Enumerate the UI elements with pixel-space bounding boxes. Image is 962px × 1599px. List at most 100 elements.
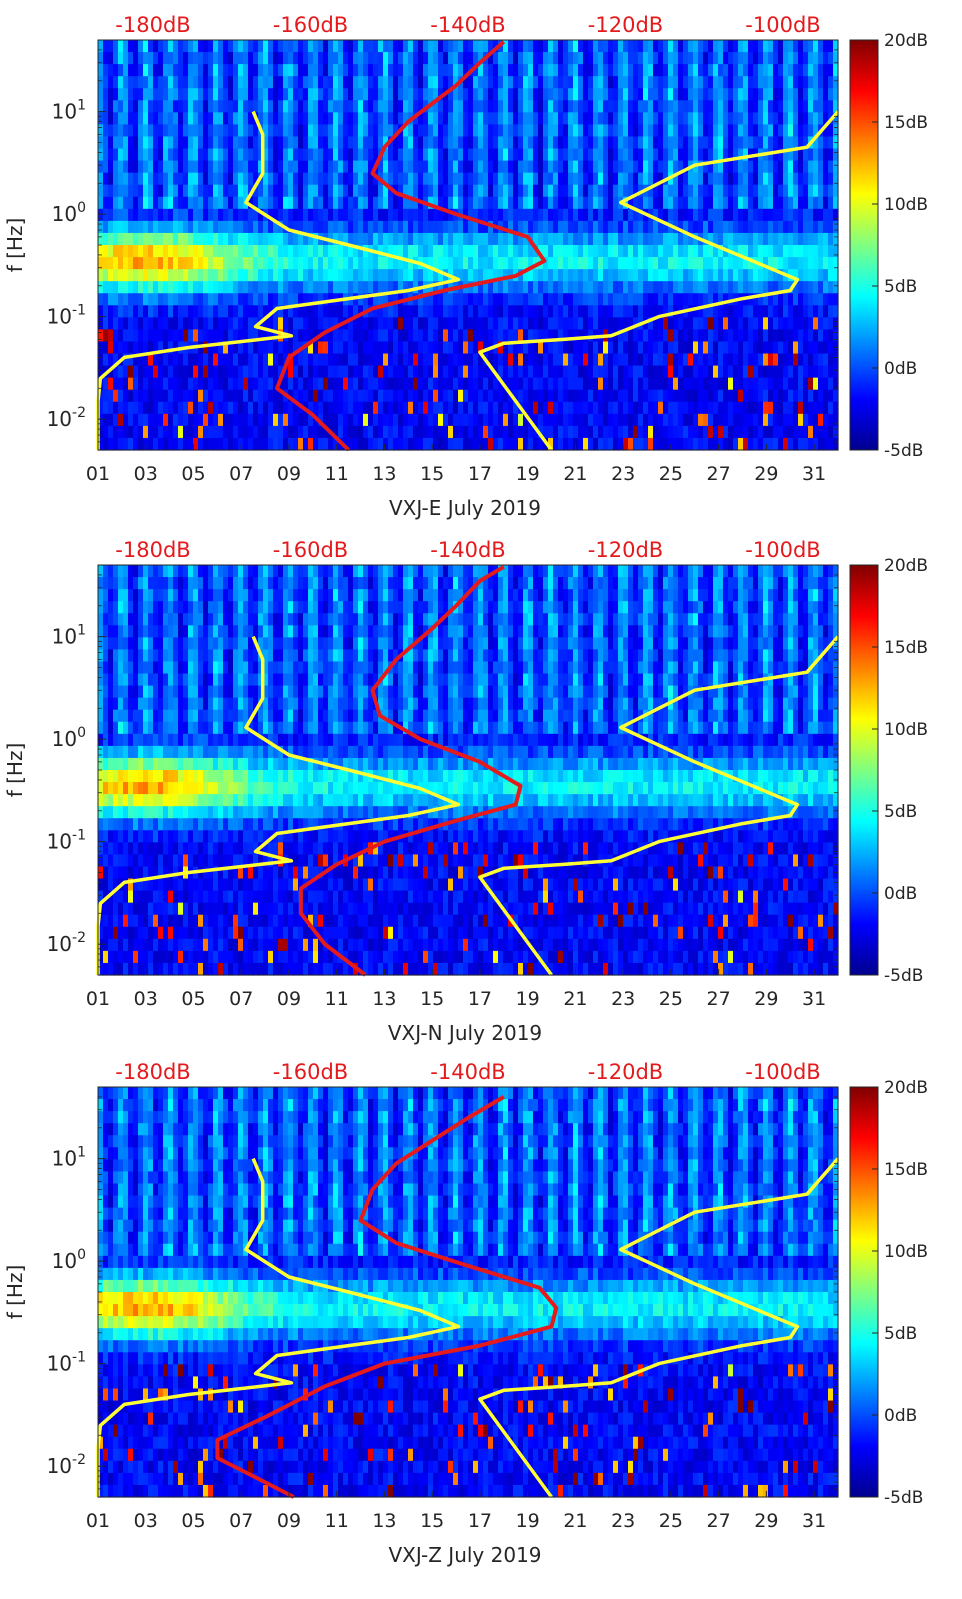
heatmap-cell <box>323 112 329 126</box>
heatmap-cell <box>288 353 294 367</box>
heatmap-cell <box>698 148 704 162</box>
heatmap-cell <box>383 100 389 113</box>
heatmap-cell <box>503 220 509 234</box>
heatmap-cell <box>253 184 259 198</box>
heatmap-cell <box>513 196 519 210</box>
heatmap-cell <box>358 401 364 415</box>
heatmap-cell <box>758 365 764 379</box>
heatmap-cell <box>698 269 704 282</box>
heatmap-cell <box>363 401 369 415</box>
heatmap-cell <box>358 160 364 174</box>
heatmap-cell <box>463 100 469 113</box>
heatmap-cell <box>803 257 809 270</box>
heatmap-cell <box>723 257 729 270</box>
heatmap-cell <box>628 317 634 331</box>
heatmap-cell <box>728 52 734 65</box>
heatmap-cell <box>658 425 664 439</box>
heatmap-cell <box>153 124 159 138</box>
heatmap-cell <box>423 389 429 403</box>
heatmap-cell <box>423 341 429 355</box>
heatmap-cell <box>503 52 509 65</box>
heatmap-cell <box>648 100 654 113</box>
heatmap-cell <box>578 377 584 391</box>
heatmap-cell <box>578 184 584 198</box>
heatmap-cell <box>798 88 804 101</box>
heatmap-cell <box>223 293 229 306</box>
heatmap-cell <box>678 281 684 294</box>
heatmap-cell <box>783 329 789 343</box>
heatmap-cell <box>763 76 769 89</box>
heatmap-cell <box>223 160 229 174</box>
heatmap-cell <box>233 232 239 246</box>
heatmap-cell <box>158 413 164 427</box>
heatmap-cell <box>628 353 634 367</box>
heatmap-cell <box>688 329 694 343</box>
heatmap-cell <box>138 341 144 355</box>
heatmap-cell <box>363 377 369 391</box>
heatmap-cell <box>523 232 529 246</box>
heatmap-cell <box>688 100 694 113</box>
heatmap-cell <box>648 437 654 451</box>
heatmap-cell <box>233 329 239 343</box>
heatmap-cell <box>248 329 254 343</box>
heatmap-cell <box>728 437 734 451</box>
heatmap-cell <box>703 76 709 89</box>
heatmap-cell <box>638 353 644 367</box>
heatmap-cell <box>243 76 249 89</box>
heatmap-cell <box>578 437 584 451</box>
heatmap-cell <box>803 88 809 101</box>
heatmap-cell <box>478 257 484 270</box>
heatmap-cell <box>463 220 469 234</box>
heatmap-cell <box>268 112 274 126</box>
heatmap-cell <box>548 52 554 65</box>
heatmap-cell <box>643 100 649 113</box>
heatmap-cell <box>468 317 474 331</box>
heatmap-cell <box>423 437 429 451</box>
heatmap-cell <box>223 208 229 222</box>
heatmap-cell <box>573 76 579 89</box>
heatmap-cell <box>233 365 239 379</box>
heatmap-cell <box>303 329 309 343</box>
heatmap-cell <box>583 413 589 427</box>
heatmap-cell <box>243 184 249 198</box>
heatmap-cell <box>363 281 369 294</box>
heatmap-cell <box>403 377 409 391</box>
heatmap-cell <box>683 257 689 270</box>
heatmap-cell <box>588 353 594 367</box>
heatmap-cell <box>198 377 204 391</box>
heatmap-cell <box>223 100 229 113</box>
heatmap-cell <box>488 112 494 126</box>
heatmap-cell <box>208 401 214 415</box>
heatmap-cell <box>358 88 364 101</box>
heatmap-cell <box>463 245 469 258</box>
heatmap-cell <box>188 64 194 77</box>
heatmap-cell <box>538 196 544 210</box>
heatmap-cell <box>713 341 719 355</box>
heatmap-cell <box>748 76 754 89</box>
heatmap-cell <box>168 112 174 126</box>
heatmap-cell <box>483 341 489 355</box>
heatmap-cell <box>538 160 544 174</box>
heatmap-cell <box>308 208 314 222</box>
heatmap-cell <box>393 389 399 403</box>
heatmap-cell <box>728 269 734 282</box>
heatmap-cell <box>808 377 814 391</box>
heatmap-cell <box>168 100 174 113</box>
heatmap-cell <box>428 112 434 126</box>
heatmap-cell <box>393 64 399 77</box>
heatmap-cell <box>128 172 134 186</box>
heatmap-cell <box>468 293 474 306</box>
heatmap-cell <box>823 353 829 367</box>
heatmap-cell <box>323 220 329 234</box>
heatmap-cell <box>98 160 104 174</box>
heatmap-cell <box>788 40 794 53</box>
heatmap-cell <box>443 329 449 343</box>
heatmap-cell <box>613 269 619 282</box>
heatmap-cell <box>113 269 119 282</box>
heatmap-cell <box>658 293 664 306</box>
heatmap-cell <box>818 437 824 451</box>
heatmap-cell <box>483 76 489 89</box>
heatmap-cell <box>203 329 209 343</box>
heatmap-cell <box>398 401 404 415</box>
heatmap-cell <box>393 232 399 246</box>
